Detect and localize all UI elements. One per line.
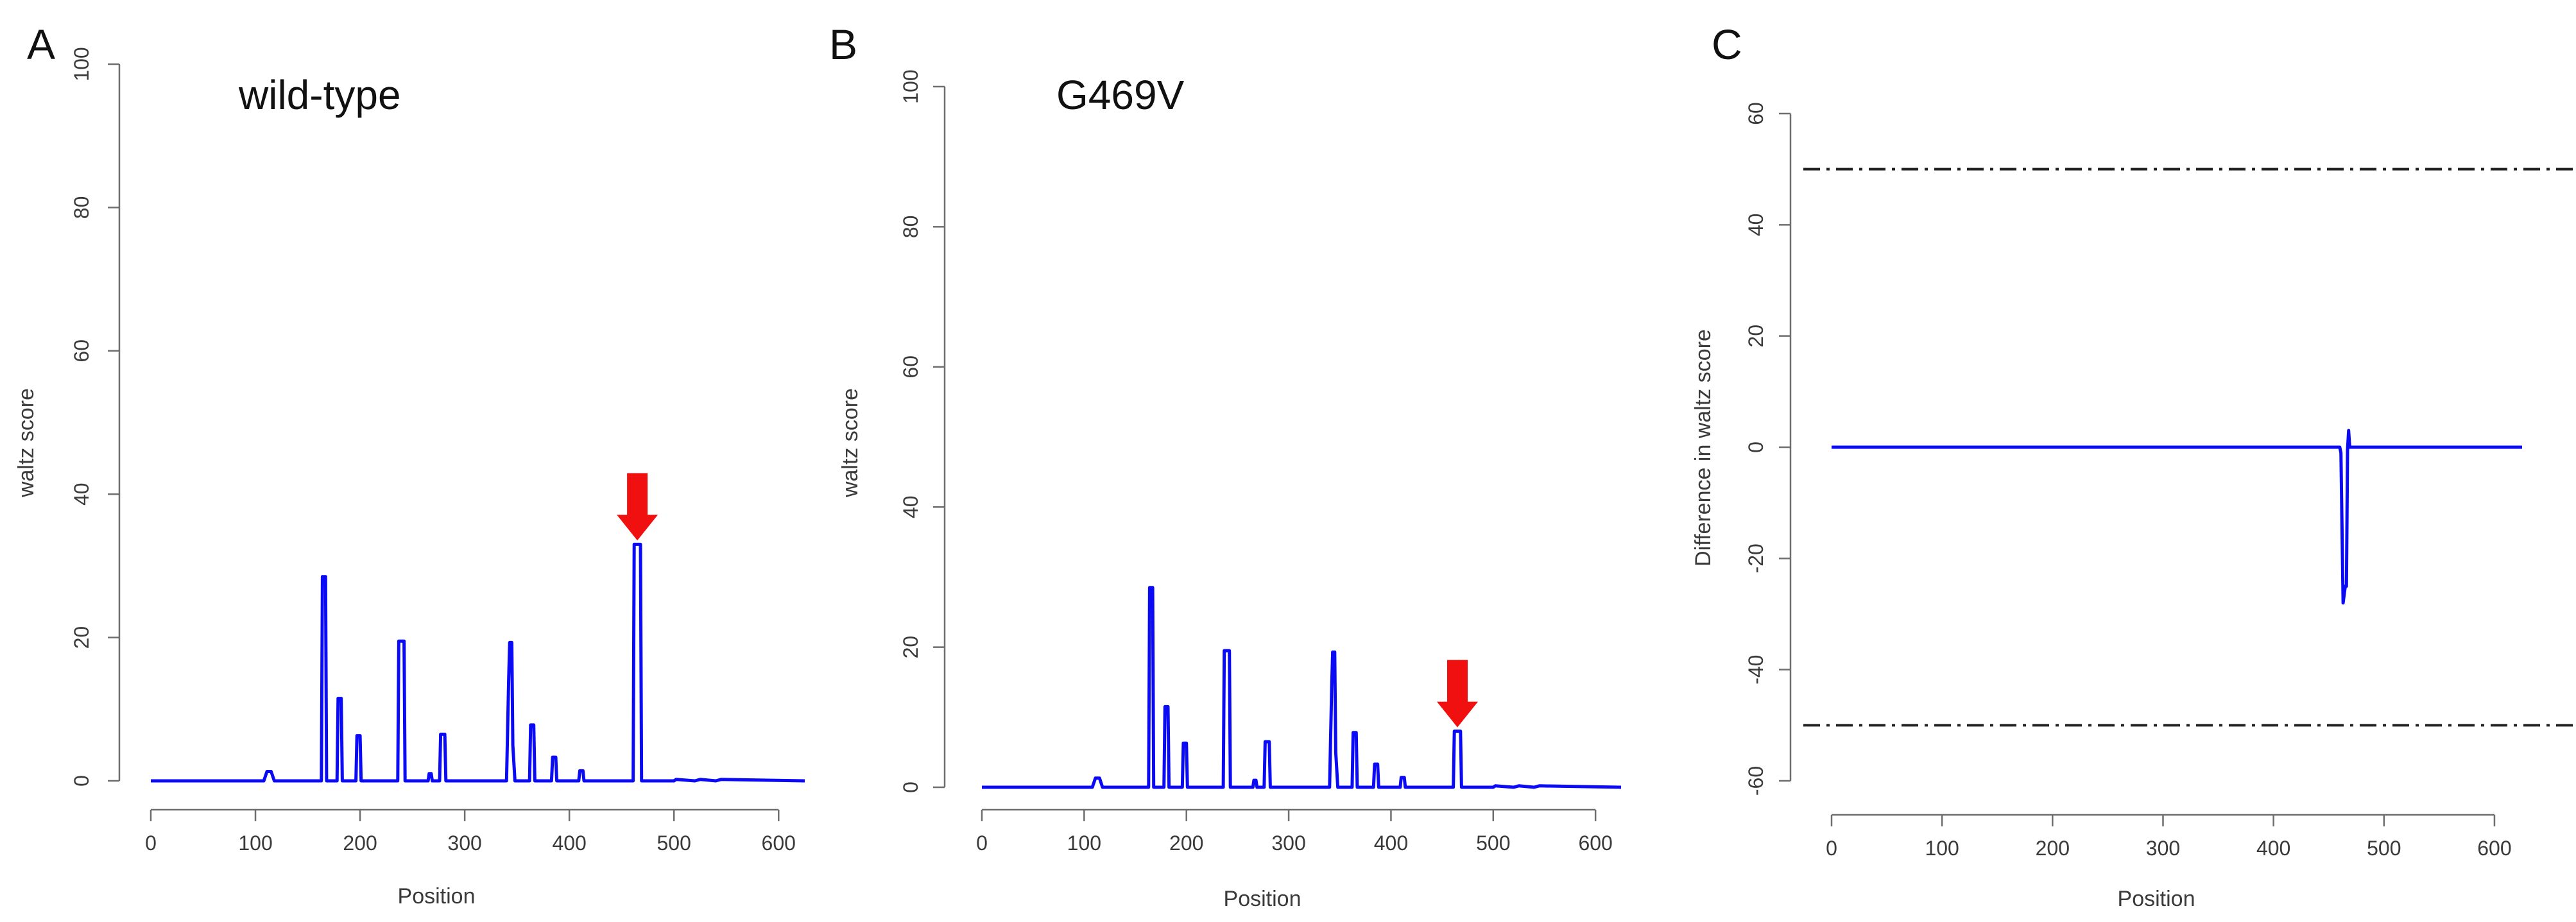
x-tick-label: 300 <box>1271 832 1305 855</box>
y-tick-label: 60 <box>1744 102 1767 125</box>
y-tick-label: 20 <box>70 626 93 649</box>
y-tick-label: -40 <box>1744 655 1767 685</box>
series-line <box>982 586 1622 789</box>
series-line <box>151 542 805 783</box>
x-tick-label: 200 <box>2036 837 2070 860</box>
y-tick-label: 40 <box>899 495 922 518</box>
y-tick-label: 20 <box>1744 325 1767 348</box>
y-tick-label: 80 <box>899 216 922 239</box>
panel-a: A wild-type Position waltz score 0 100 200… <box>14 21 805 909</box>
x-tick-label: 100 <box>238 832 272 855</box>
x-tick-label: 500 <box>657 832 691 855</box>
panel-b: B G469V Position waltz score 0 100 200 300 4… <box>829 21 1622 911</box>
y-tick-label: 60 <box>70 339 93 363</box>
y-axis-title: waltz score <box>838 388 863 498</box>
x-tick-label: 200 <box>343 832 377 855</box>
red-arrow-marker <box>1437 660 1478 728</box>
series-line <box>1832 429 2522 605</box>
x-tick-label: 300 <box>447 832 481 855</box>
x-tick-label: 600 <box>762 832 796 855</box>
x-tick-label: 200 <box>1169 832 1203 855</box>
y-tick-label: 0 <box>70 775 93 787</box>
x-axis-title: Position <box>398 884 476 909</box>
x-tick-label: 100 <box>1925 837 1959 860</box>
x-tick-label: 0 <box>1826 837 1837 860</box>
panel-letter-b: B <box>829 21 857 68</box>
panel-b-title: G469V <box>1056 72 1185 118</box>
x-tick-label: 100 <box>1067 832 1101 855</box>
x-tick-label: 600 <box>2477 837 2511 860</box>
y-tick-label: -60 <box>1744 766 1767 796</box>
x-axis-title: Position <box>1224 887 1301 911</box>
y-tick-label: 100 <box>70 47 93 81</box>
y-tick-label: 0 <box>1744 441 1767 453</box>
x-tick-label: 300 <box>2146 837 2180 860</box>
y-axis-title: waltz score <box>14 388 39 498</box>
x-tick-label: 400 <box>1374 832 1408 855</box>
x-tick-label: 400 <box>552 832 586 855</box>
y-tick-label: 40 <box>1744 214 1767 237</box>
y-tick-label: 0 <box>899 781 922 793</box>
y-tick-label: -20 <box>1744 543 1767 573</box>
y-tick-label: 40 <box>70 482 93 506</box>
x-tick-label: 500 <box>2367 837 2401 860</box>
y-axis-title: Difference in waltz score <box>1691 329 1715 567</box>
x-tick-label: 0 <box>145 832 157 855</box>
y-tick-label: 80 <box>70 196 93 219</box>
y-tick-label: 60 <box>899 355 922 379</box>
panel-a-title: wild-type <box>238 72 401 118</box>
x-tick-label: 0 <box>976 832 988 855</box>
y-tick-label: 100 <box>899 69 922 103</box>
red-arrow-marker <box>617 473 658 541</box>
panel-letter-c: C <box>1712 21 1742 68</box>
x-axis-title: Position <box>2118 887 2195 911</box>
x-tick-label: 600 <box>1578 832 1612 855</box>
x-tick-label: 500 <box>1476 832 1510 855</box>
y-tick-label: 20 <box>899 636 922 659</box>
x-tick-label: 400 <box>2256 837 2290 860</box>
panel-letter-a: A <box>27 21 55 68</box>
panel-c: C Position Difference in waltz score 0 10… <box>1691 21 2576 911</box>
